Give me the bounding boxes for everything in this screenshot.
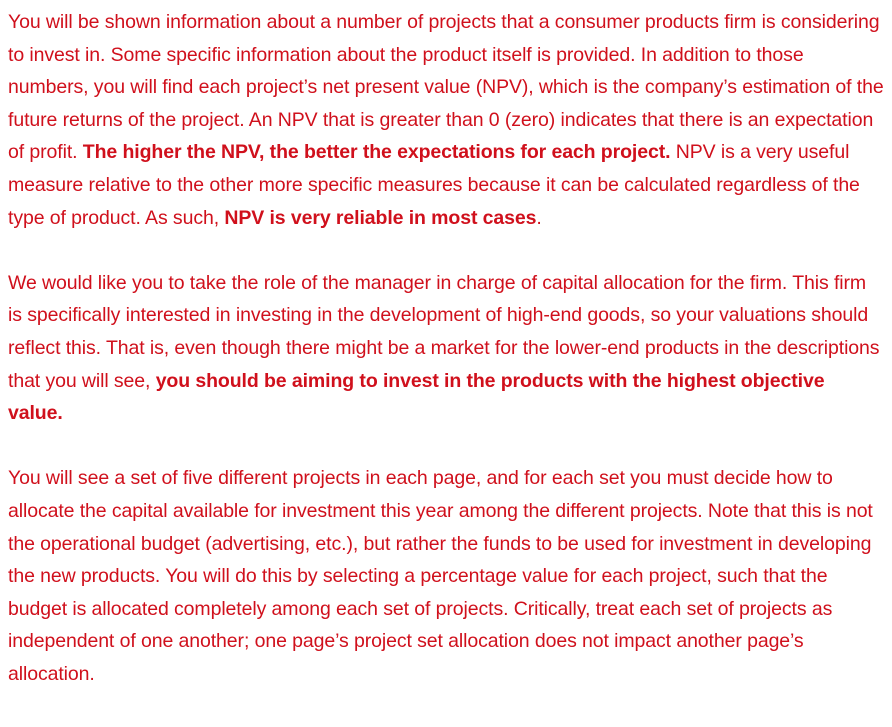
npv-reliable-emphasis: NPV is very reliable in most cases bbox=[224, 206, 537, 229]
allocation-task-text: You will see a set of five different pro… bbox=[8, 467, 873, 685]
paragraph-npv-intro: You will be shown information about a nu… bbox=[8, 6, 884, 234]
npv-period: . bbox=[536, 206, 542, 229]
paragraph-manager-role: We would like you to take the role of th… bbox=[8, 267, 884, 430]
high-end-emphasis: you should be aiming to invest in the pr… bbox=[8, 369, 825, 425]
manager-role-text: We would like you to take the role of th… bbox=[8, 271, 880, 392]
npv-emphasis: The higher the NPV, the better the expec… bbox=[82, 141, 671, 164]
npv-intro-text: You will be shown information about a nu… bbox=[8, 11, 884, 164]
paragraph-allocation-task: You will see a set of five different pro… bbox=[8, 462, 884, 690]
npv-measure-text: NPV is a very useful measure relative to… bbox=[8, 141, 860, 229]
instructions-text: You will be shown information about a nu… bbox=[8, 6, 884, 690]
